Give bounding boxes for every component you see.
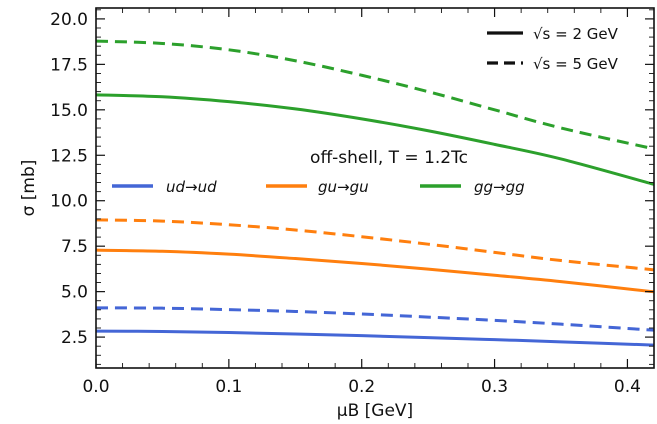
tick-layer: 0.0 0.1 0.2 0.3 0.4 2.5 5.0 7.5 10.0 12.5 15.0 17.5… [50, 8, 654, 397]
legend-label-2gev: √s = 2 GeV [533, 25, 619, 43]
x-tick-label: 0.4 [614, 377, 641, 397]
line-style-legend: √s = 2 GeV √s = 5 GeV [487, 25, 619, 73]
y-tick-label: 17.5 [50, 55, 88, 75]
series-line-5 [95, 39, 655, 151]
y-tick-label: 5.0 [61, 283, 88, 303]
x-tick-label: 0.1 [215, 377, 242, 397]
temperature-annotation: off-shell, T = 1.2Tc [310, 148, 468, 168]
legend-label-gg: gg→gg [474, 178, 525, 196]
x-axis-title: μB [GeV] [337, 401, 413, 421]
y-tick-label: 2.5 [61, 328, 88, 348]
legend-label-gu: gu→gu [318, 178, 369, 196]
x-tick-label: 0.2 [348, 377, 375, 397]
series-line-4 [95, 93, 655, 186]
y-tick-label: 7.5 [61, 237, 88, 257]
y-tick-label: 10.0 [50, 192, 88, 212]
legend-label-5gev: √s = 5 GeV [533, 55, 619, 73]
y-tick-label: 15.0 [50, 101, 88, 121]
process-legend: ud→ud gu→gu gg→gg [112, 178, 525, 196]
series-line-2 [95, 248, 655, 294]
x-tick-label: 0.0 [82, 377, 109, 397]
y-tick-label: 20.0 [50, 10, 88, 30]
x-tick-label: 0.3 [481, 377, 508, 397]
series-line-0 [95, 329, 655, 347]
y-axis-title: σ [mb] [19, 160, 39, 217]
series-line-1 [95, 306, 655, 332]
legend-label-ud: ud→ud [166, 178, 217, 196]
y-tick-label: 12.5 [50, 146, 88, 166]
plot-frame [95, 7, 655, 369]
series-line-3 [95, 218, 655, 272]
series-layer [95, 39, 655, 347]
